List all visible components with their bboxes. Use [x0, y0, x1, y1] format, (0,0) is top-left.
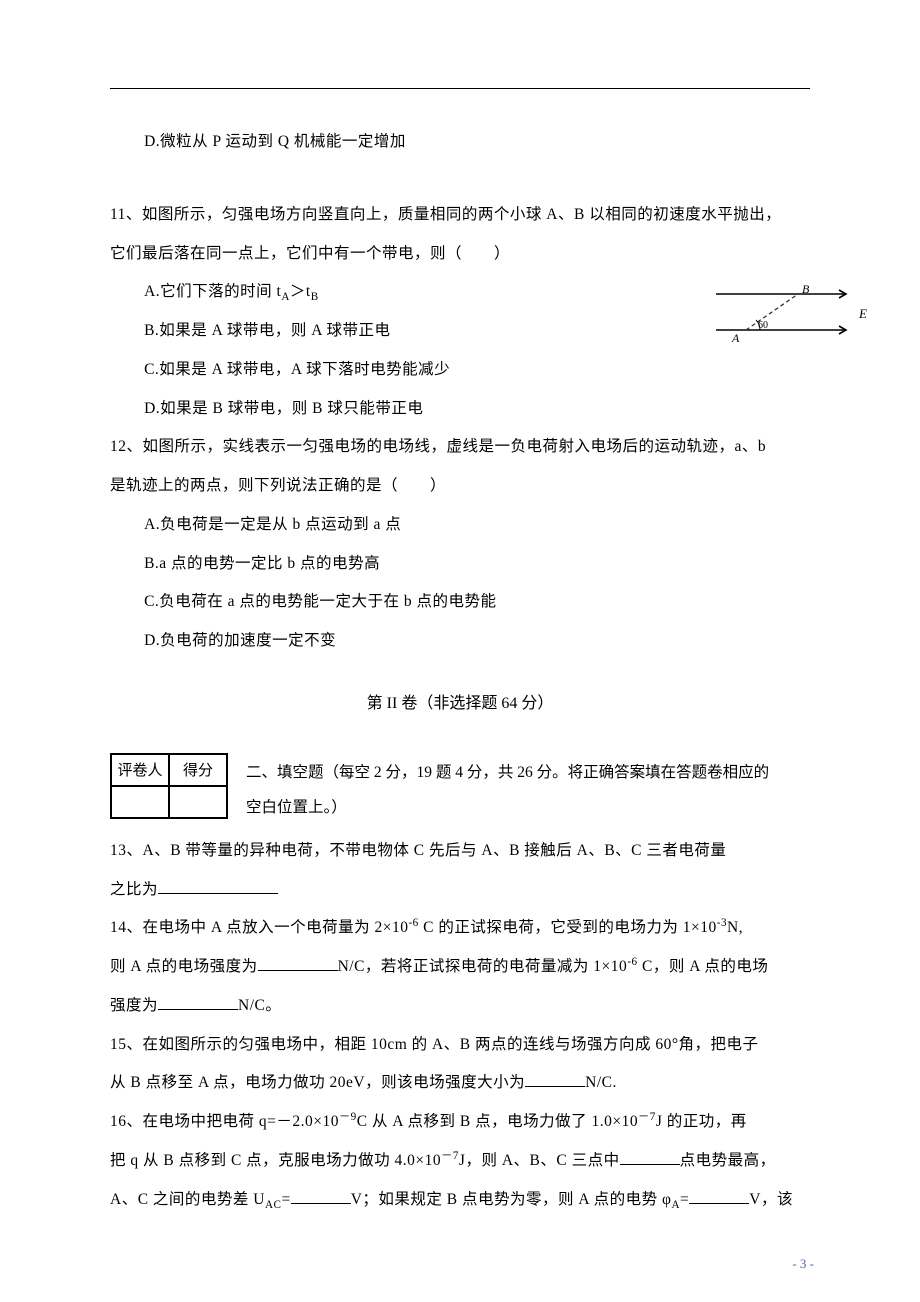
q13-l1: 13、A、B 带等量的异种电荷，不带电物体 C 先后与 A、B 接触后 A、B、… [110, 832, 810, 871]
part2-title: 第 II 卷（非选择题 64 分） [110, 683, 810, 725]
q14-l3-a: 强度为 [110, 997, 158, 1014]
fill-header-text: 二、填空题（每空 2 分，19 题 4 分，共 26 分。将正确答案填在答题卷相… [246, 753, 769, 826]
q15-l2-b: N/C. [585, 1074, 617, 1091]
fill-header-row: 评卷人 得分 二、填空题（每空 2 分，19 题 4 分，共 26 分。将正确答… [110, 753, 810, 826]
score-header-grader: 评卷人 [111, 754, 169, 786]
top-rule [110, 88, 810, 89]
q16-l2-sup: －7 [441, 1150, 459, 1162]
q16-l3: A、C 之间的电势差 UAC=V；如果规定 B 点电势为零，则 A 点的电势 φ… [110, 1181, 810, 1220]
q14-l1: 14、在电场中 A 点放入一个电荷量为 2×10-6 C 的正试探电荷，它受到的… [110, 909, 810, 948]
q15-l2-a: 从 B 点移至 A 点，电场力做功 20eV，则该电场强度大小为 [110, 1074, 525, 1091]
q14-l2-sup: -6 [627, 956, 637, 968]
q11-option-d: D.如果是 B 球带电，则 B 球只能带正电 [110, 390, 810, 429]
fig-angle-label: 60 [758, 320, 768, 331]
q14-l3: 强度为 N/C。 [110, 987, 810, 1026]
q12-stem-1: 12、如图所示，实线表示一匀强电场的电场线，虚线是一负电荷射入电场后的运动轨迹，… [110, 428, 810, 467]
q11-stem-1: 11、如图所示，匀强电场方向竖直向上，质量相同的两个小球 A、B 以相同的初速度… [110, 196, 810, 235]
q11-option-c: C.如果是 A 球带电，A 球下落时电势能减少 [110, 351, 810, 390]
q16-l3-c: V；如果规定 B 点电势为零，则 A 点的电势 φ [351, 1191, 672, 1208]
q12-stem-2: 是轨迹上的两点，则下列说法正确的是（ ） [110, 467, 810, 506]
q14-l1-c: N, [727, 919, 743, 936]
q16-l3-sub1: AC [265, 1199, 282, 1211]
q16-blank-3 [689, 1188, 749, 1204]
q14-l2-b: N/C，若将正试探电荷的电荷量减为 1×10 [338, 958, 628, 975]
score-cell-grader [111, 786, 169, 818]
q16-l1-sup1: －9 [339, 1111, 357, 1123]
score-cell-score [169, 786, 227, 818]
q16-l1-sup2: －7 [638, 1111, 656, 1123]
q16-l3-a: A、C 之间的电势差 U [110, 1191, 265, 1208]
q11-a-sub-a: A [281, 291, 290, 303]
q16-l3-b: = [281, 1191, 290, 1208]
q12-option-c: C.负电荷在 a 点的电势能一定大于在 b 点的电势能 [110, 583, 810, 622]
q12-option-d: D.负电荷的加速度一定不变 [110, 622, 810, 661]
score-table: 评卷人 得分 [110, 753, 228, 819]
q15-blank [525, 1072, 585, 1088]
q15-l1: 15、在如图所示的匀强电场中，相距 10cm 的 A、B 两点的连线与场强方向成… [110, 1026, 810, 1065]
q12-option-a: A.负电荷是一定是从 b 点运动到 a 点 [110, 506, 810, 545]
q14-blank-1 [258, 956, 338, 972]
q14-l1-b: C 的正试探电荷，它受到的电场力为 1×10 [419, 919, 717, 936]
fill-header-l1: 二、填空题（每空 2 分，19 题 4 分，共 26 分。将正确答案填在答题卷相… [246, 755, 769, 791]
fill-header-l2: 空白位置上。） [246, 790, 769, 826]
q16-l3-e: V，该 [749, 1191, 793, 1208]
q16-l3-sub2: A [671, 1199, 680, 1211]
q11-stem-2: 它们最后落在同一点上，它们中有一个带电，则（ ） [110, 235, 810, 274]
q14-l2-c: C，则 A 点的电场 [638, 958, 769, 975]
q11-option-b: B.如果是 A 球带电，则 A 球带正电 [110, 312, 810, 351]
q11-option-a: A.它们下落的时间 tA＞tB [110, 273, 810, 312]
fig-label-a: A [731, 331, 740, 345]
q14-l2-a: 则 A 点的电场强度为 [110, 958, 258, 975]
q16-l3-d: = [680, 1191, 689, 1208]
q16-l2-c: 点电势最高， [680, 1152, 776, 1169]
q12-option-b: B.a 点的电势一定比 b 点的电势高 [110, 545, 810, 584]
q16-l2: 把 q 从 B 点移到 C 点，克服电场力做功 4.0×10－7J，则 A、B、… [110, 1142, 810, 1181]
q16-l1-b: C 从 A 点移到 B 点，电场力做了 1.0×10 [357, 1113, 638, 1130]
q14-l1-sup2: -3 [717, 917, 727, 929]
q14-l2: 则 A 点的电场强度为 N/C，若将正试探电荷的电荷量减为 1×10-6 C，则 … [110, 948, 810, 987]
q13-l2-text: 之比为 [110, 881, 158, 898]
q14-l3-b: N/C。 [238, 997, 281, 1014]
q13-l2: 之比为 [110, 871, 810, 910]
q14-l1-sup1: -6 [408, 917, 418, 929]
q11-a-pre: A.它们下落的时间 t [144, 283, 281, 300]
q11-a-mid: ＞t [290, 283, 311, 300]
q16-l2-b: J，则 A、B、C 三点中 [459, 1152, 620, 1169]
q14-blank-2 [158, 994, 238, 1010]
prev-question-option-d: D.微粒从 P 运动到 Q 机械能一定增加 [110, 123, 810, 162]
q15-l2: 从 B 点移至 A 点，电场力做功 20eV，则该电场强度大小为 N/C. [110, 1064, 810, 1103]
q16-blank-2 [291, 1188, 351, 1204]
q13-blank [158, 878, 278, 894]
q11-a-sub-b: B [311, 291, 319, 303]
q16-l2-a: 把 q 从 B 点移到 C 点，克服电场力做功 4.0×10 [110, 1152, 441, 1169]
q14-l1-a: 14、在电场中 A 点放入一个电荷量为 2×10 [110, 919, 408, 936]
q16-l1-a: 16、在电场中把电荷 q=－2.0×10 [110, 1113, 339, 1130]
field-diagram: B E A 60 [706, 282, 876, 350]
q16-l1: 16、在电场中把电荷 q=－2.0×10－9C 从 A 点移到 B 点，电场力做… [110, 1103, 810, 1142]
q16-l1-c: J 的正功，再 [656, 1113, 747, 1130]
fig-label-e: E [858, 306, 867, 321]
q16-blank-1 [620, 1149, 680, 1165]
page-number: - 3 - [792, 1256, 814, 1272]
fig-label-b: B [802, 282, 810, 296]
score-header-score: 得分 [169, 754, 227, 786]
